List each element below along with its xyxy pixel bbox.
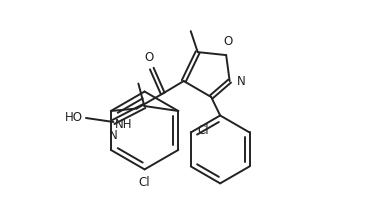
Text: Cl: Cl — [139, 176, 150, 189]
Text: Cl: Cl — [198, 124, 209, 137]
Text: N: N — [236, 74, 245, 88]
Text: NH: NH — [115, 118, 133, 131]
Text: N: N — [109, 130, 118, 143]
Text: O: O — [223, 35, 232, 48]
Text: HO: HO — [65, 111, 83, 124]
Text: O: O — [145, 51, 154, 64]
